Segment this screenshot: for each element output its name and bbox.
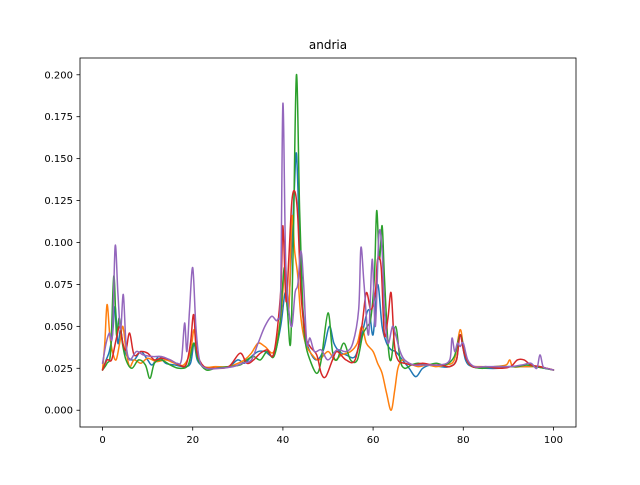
series-line-3: [101, 74, 555, 380]
y-tick-label: 0.150: [44, 154, 73, 165]
x-tick-label: 80: [457, 435, 470, 446]
series-line-5: [101, 102, 555, 371]
x-tick-label: 60: [367, 435, 380, 446]
x-axis: 0 20 40 60 80 100: [99, 427, 563, 446]
y-axis: 0.000 0.025 0.050 0.075 0.100 0.125 0.150 0.175…: [44, 70, 80, 417]
y-tick-label: 0.200: [44, 70, 73, 81]
x-tick-label: 40: [277, 435, 290, 446]
y-tick-label: 0.075: [44, 280, 73, 291]
x-tick-label: 100: [544, 435, 563, 446]
y-tick-label: 0.100: [44, 238, 73, 249]
y-tick-label: 0.050: [44, 322, 73, 333]
y-tick-label: 0.025: [44, 364, 73, 375]
x-tick-label: 20: [186, 435, 199, 446]
y-tick-label: 0.175: [44, 112, 73, 123]
y-tick-label: 0.000: [44, 406, 73, 417]
chart-title: andria: [309, 38, 347, 52]
x-tick-label: 0: [99, 435, 105, 446]
series-line-4: [101, 189, 555, 379]
y-tick-label: 0.125: [44, 196, 73, 207]
series-layer: [101, 74, 555, 411]
